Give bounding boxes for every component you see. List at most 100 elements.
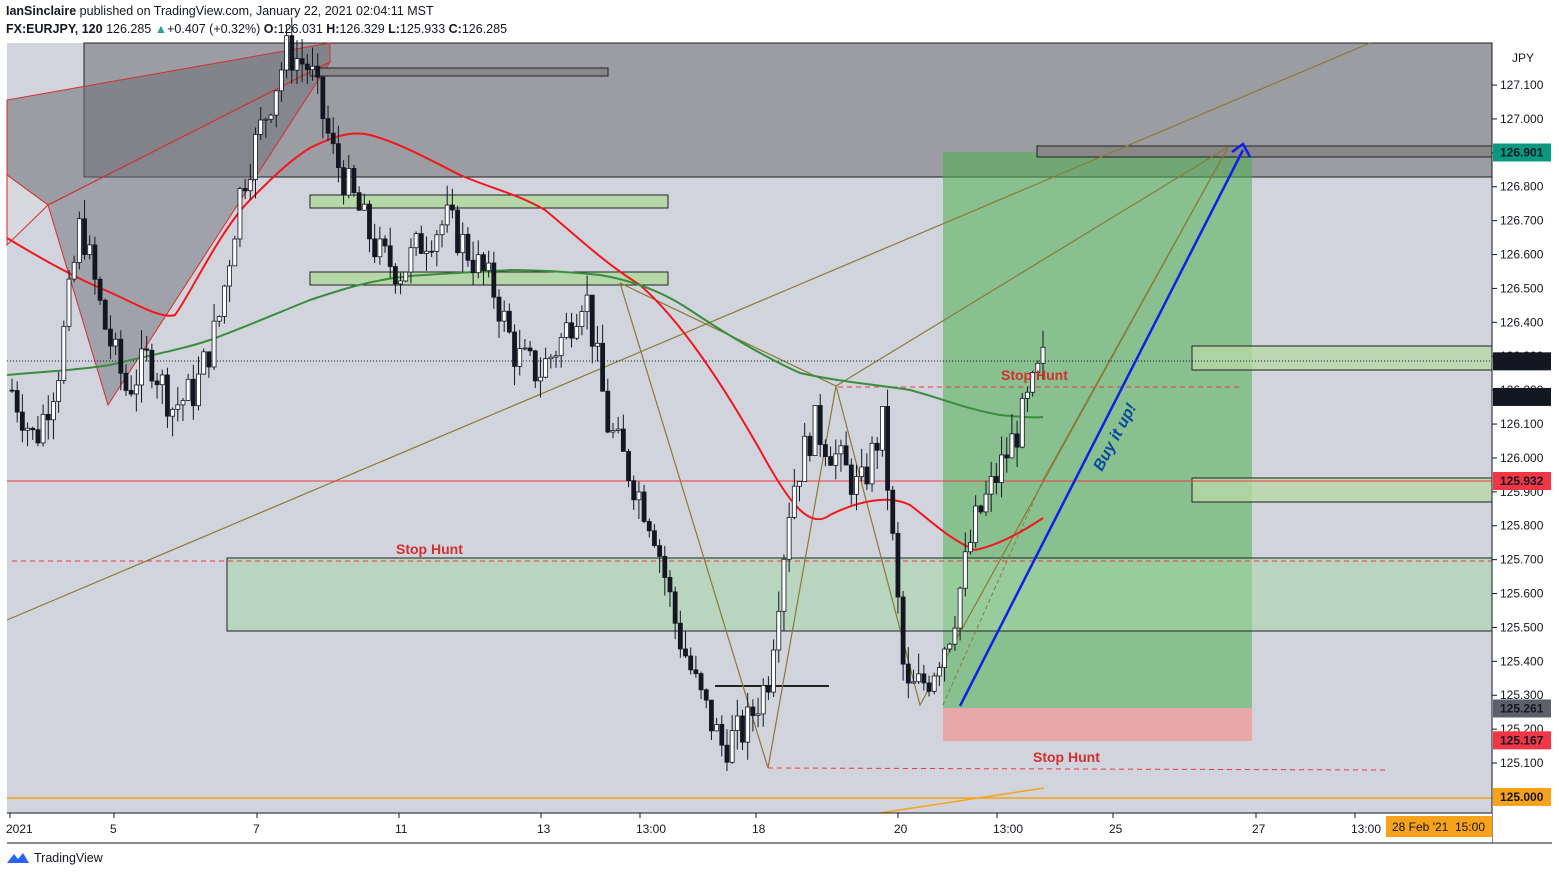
candle-body bbox=[879, 406, 885, 451]
candle-body bbox=[776, 610, 782, 651]
time-tick-label: 7 bbox=[253, 822, 260, 836]
candle-body bbox=[1030, 372, 1036, 393]
candle-body bbox=[268, 114, 274, 120]
candle-body bbox=[745, 706, 751, 743]
stop-hunt-line-3 bbox=[767, 767, 1386, 771]
candle-body bbox=[574, 326, 580, 339]
candle-body bbox=[165, 374, 170, 417]
candle-body bbox=[942, 648, 947, 668]
up-triangle-icon: ▲ bbox=[154, 22, 168, 36]
candle-body bbox=[760, 684, 766, 715]
price-tick-label: 126.100 bbox=[1500, 417, 1544, 431]
candle-body bbox=[444, 204, 450, 226]
candle-body bbox=[97, 278, 103, 301]
candle-body bbox=[703, 689, 709, 701]
publisher-name[interactable]: IanSinclaire bbox=[6, 4, 77, 18]
candle-body bbox=[952, 627, 958, 645]
candle-body bbox=[652, 530, 657, 546]
candle-body bbox=[382, 238, 388, 247]
candle-body bbox=[973, 505, 979, 543]
candle-body bbox=[341, 167, 346, 196]
date-tag-time: 15:00 bbox=[1455, 820, 1485, 834]
time-axis[interactable] bbox=[7, 813, 1492, 843]
candle-body bbox=[532, 350, 538, 382]
candle-body bbox=[102, 299, 108, 330]
price-tag-bg bbox=[1493, 387, 1551, 406]
candle-body bbox=[905, 663, 911, 684]
zone-rect-upper bbox=[1191, 345, 1493, 371]
candle-body bbox=[626, 451, 631, 482]
candle-body bbox=[563, 322, 569, 338]
price-tick-label: 125.600 bbox=[1500, 587, 1544, 601]
candle-body bbox=[372, 238, 378, 258]
time-tick-label: 27 bbox=[1252, 822, 1266, 836]
candle-body bbox=[843, 445, 849, 466]
symbol-label[interactable]: FX:EURJPY, 120 bbox=[6, 22, 103, 36]
candle-body bbox=[175, 404, 181, 410]
price-tick-label: 125.500 bbox=[1500, 620, 1544, 634]
candle-body bbox=[786, 517, 792, 560]
ohlc-legend: FX:EURJPY, 120 126.285 ▲+0.407 (+0.32%) … bbox=[6, 22, 508, 36]
candle-body bbox=[812, 405, 818, 456]
publish-info: IanSinclaire published on TradingView.co… bbox=[6, 4, 434, 18]
candle-body bbox=[216, 316, 222, 322]
candle-body bbox=[61, 325, 67, 381]
candle-body bbox=[610, 430, 616, 433]
resistance-rect-1 bbox=[309, 67, 609, 77]
candle-body bbox=[481, 254, 486, 272]
candle-body bbox=[413, 233, 419, 249]
harmonic-pattern-c bbox=[6, 174, 49, 247]
price-tags: 126.901 126.285 55:51 125.932 125.261 125.167… bbox=[1493, 143, 1551, 806]
candle-body bbox=[247, 179, 253, 192]
candle-body bbox=[926, 682, 932, 692]
candle-body bbox=[475, 254, 481, 274]
candle-body bbox=[817, 405, 823, 445]
candle-body bbox=[76, 218, 82, 263]
candle-body bbox=[916, 673, 922, 683]
date-cursor-tag bbox=[1386, 816, 1492, 837]
tradingview-logo[interactable]: TradingView bbox=[6, 851, 103, 865]
candle-body bbox=[418, 233, 424, 254]
time-tick-label: 13:00 bbox=[1351, 822, 1381, 836]
candle-body bbox=[455, 209, 460, 254]
price-tag-bg bbox=[1493, 731, 1551, 750]
candle-body bbox=[56, 380, 62, 402]
price-tick-label: 126.600 bbox=[1500, 248, 1544, 262]
candle-body bbox=[408, 247, 414, 273]
zone-rect-lower bbox=[1191, 477, 1493, 503]
open-value: 126.031 bbox=[277, 22, 323, 36]
long-stop-zone bbox=[943, 708, 1252, 741]
candle-body bbox=[781, 558, 787, 612]
candle-body bbox=[133, 384, 139, 395]
candle-body bbox=[25, 427, 30, 431]
trend-line-long bbox=[6, 42, 1371, 621]
candle-body bbox=[766, 684, 771, 693]
candle-body bbox=[45, 413, 51, 421]
candle-body bbox=[429, 250, 435, 253]
price-tick-label: 126.000 bbox=[1500, 451, 1544, 465]
candle-body bbox=[14, 390, 20, 413]
candle-body bbox=[346, 168, 352, 196]
candle-body bbox=[170, 408, 176, 417]
candle-body bbox=[144, 348, 150, 351]
candle-body bbox=[87, 244, 93, 256]
candle-body bbox=[82, 218, 87, 256]
published-text: published on TradingView.com, January 22… bbox=[79, 4, 434, 18]
price-tick-label: 126.800 bbox=[1500, 180, 1544, 194]
candle-body bbox=[595, 342, 600, 347]
time-tick-label: 5 bbox=[110, 822, 117, 836]
candle-body bbox=[729, 730, 735, 763]
candle-body bbox=[1004, 454, 1010, 459]
candle-body bbox=[237, 188, 243, 240]
price-tag-label: 125.932 bbox=[1500, 474, 1544, 488]
candle-body bbox=[304, 63, 310, 71]
time-tick-label: 11 bbox=[395, 822, 408, 836]
candle-body bbox=[253, 134, 258, 180]
candle-body bbox=[527, 347, 533, 352]
candle-body bbox=[620, 428, 626, 452]
candle-body bbox=[672, 591, 678, 624]
candle-body bbox=[734, 715, 740, 732]
candle-body bbox=[367, 203, 372, 240]
price-tag-bg bbox=[1493, 352, 1551, 371]
